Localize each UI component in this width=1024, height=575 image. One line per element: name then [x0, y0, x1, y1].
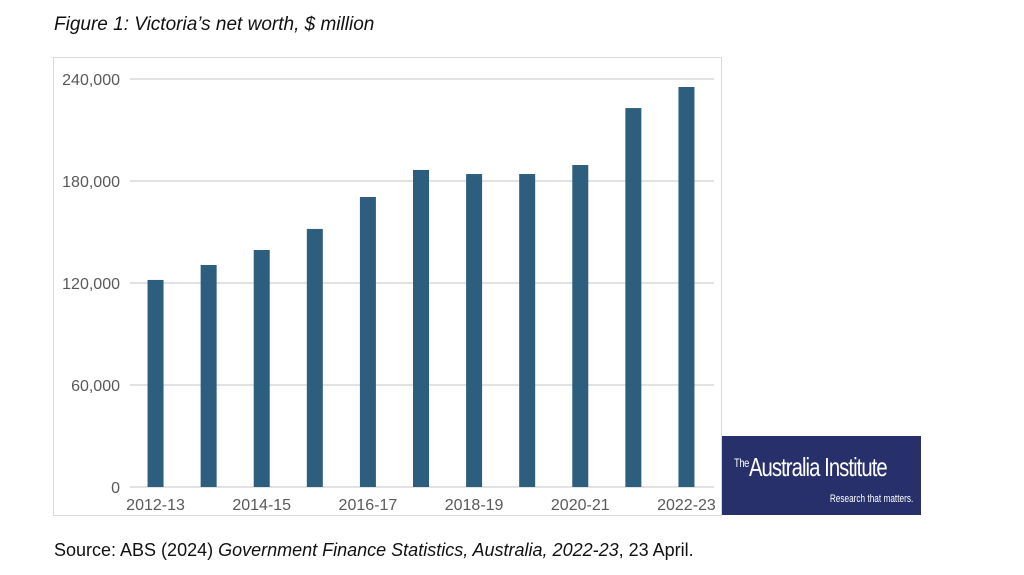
x-axis-labels: 2012-13 2014-15 2016-17 2018-19 2020-21 2022-… — [126, 497, 716, 514]
y-tick-label: 120,000 — [62, 276, 120, 293]
y-tick-label: 180,000 — [62, 174, 120, 191]
bars — [147, 86, 695, 488]
source-note: Source: ABS (2024) Government Finance St… — [54, 540, 694, 561]
source-suffix: , 23 April. — [618, 540, 694, 560]
y-tick-label: 0 — [111, 480, 120, 497]
logo-the: The — [734, 456, 749, 470]
bar-2014-15 — [253, 250, 270, 487]
bar-2021-22 — [625, 108, 642, 487]
y-tick-label: 240,000 — [62, 72, 120, 89]
logo-tagline: Research that matters. — [829, 493, 913, 505]
bar-2018-19 — [466, 174, 483, 487]
bar-2022-23 — [678, 86, 695, 488]
figure-title: Figure 1: Victoria’s net worth, $ millio… — [54, 14, 375, 35]
x-tick-label: 2018-19 — [445, 497, 504, 514]
bar-2012-13 — [147, 279, 164, 487]
y-tick-label: 60,000 — [71, 378, 120, 395]
source-prefix: Source: ABS (2024) — [54, 540, 219, 560]
x-tick-label: 2014-15 — [232, 497, 291, 514]
bar-2015-16 — [306, 228, 323, 487]
x-tick-label: 2012-13 — [126, 497, 185, 514]
bar-2019-20 — [519, 174, 536, 487]
x-tick-label: 2016-17 — [339, 497, 398, 514]
x-tick-label: 2020-21 — [551, 497, 610, 514]
bar-2016-17 — [359, 196, 376, 488]
source-title: Government Finance Statistics, Australia… — [218, 540, 619, 560]
bar-2020-21 — [572, 165, 589, 487]
bar-2017-18 — [413, 169, 429, 487]
logo-name: Australia Institute — [748, 452, 888, 482]
x-tick-label: 2022-23 — [657, 497, 716, 514]
bar-2013-14 — [200, 264, 217, 487]
logo-wordmark: TheAustralia Institute — [734, 452, 888, 483]
y-axis-labels: 0 60,000 120,000 180,000 240,000 — [62, 72, 120, 497]
chart-frame — [53, 57, 722, 516]
australia-institute-logo: TheAustralia Institute Research that mat… — [722, 436, 921, 515]
